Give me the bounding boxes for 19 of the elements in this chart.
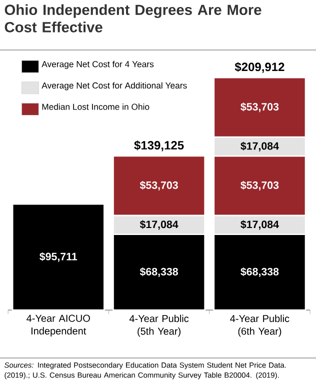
data-label: $17,084 [240, 142, 279, 152]
total-label: $139,125 [134, 140, 184, 152]
data-label: $53,703 [140, 180, 178, 191]
legend-label: Average Net Cost for 4 Years [42, 60, 154, 69]
data-label: $53,703 [240, 180, 279, 191]
data-label: $53,703 [240, 102, 279, 112]
data-label: $95,711 [40, 252, 78, 262]
x-tick-label: 4-Year Public (6th Year) [230, 314, 290, 337]
chart-title: Ohio Independent Degrees Are More Cost Effective [4, 4, 262, 32]
data-label: $17,084 [240, 220, 279, 230]
total-label: $209,912 [234, 62, 284, 73]
x-tick-label: 4-Year AICUO Independent [26, 314, 90, 336]
legend-label: Median Lost Income in Ohio [42, 104, 150, 110]
legend-label: Average Net Cost for Additional Years [42, 82, 187, 90]
bar [12, 203, 105, 311]
data-label: $17,084 [140, 220, 178, 230]
x-tick-label: 4-Year Public (5th Year) [129, 314, 189, 337]
data-label: $68,338 [140, 267, 178, 277]
data-label: $68,338 [240, 267, 279, 277]
